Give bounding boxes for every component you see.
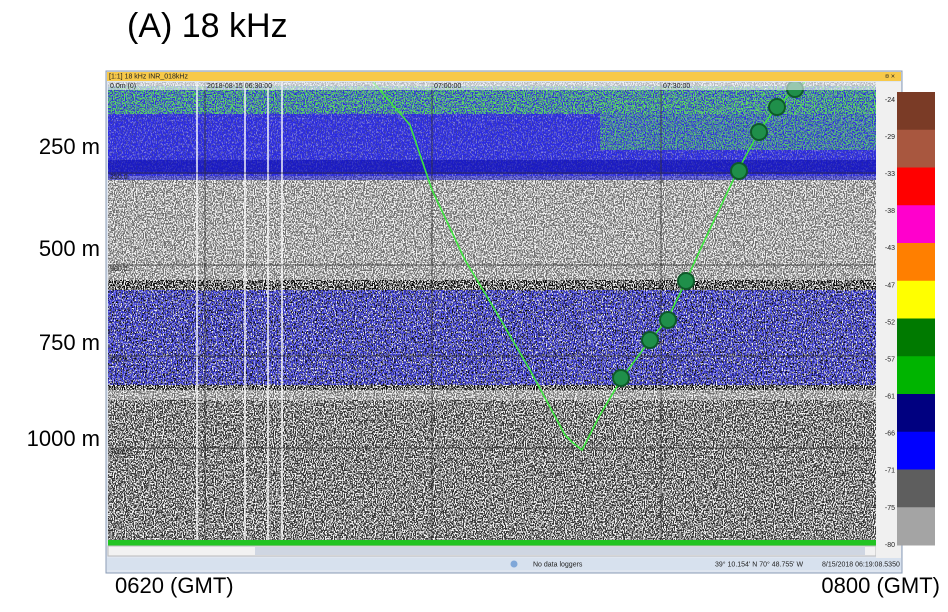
colorbar-swatch xyxy=(897,469,935,508)
figure-title: (A) 18 kHz xyxy=(127,7,288,45)
status-text: 39° 10.154' N 70° 48.755' W xyxy=(715,560,803,568)
colorbar-swatch xyxy=(897,394,935,433)
time-ruler-label: 0.0m (0) xyxy=(110,83,136,90)
depth-grid-label: 250.0 xyxy=(110,174,128,181)
colorbar-label: -57 xyxy=(885,356,895,363)
thin-layer xyxy=(108,160,876,174)
colorbar-swatch xyxy=(897,129,935,168)
colorbar-label: -24 xyxy=(885,97,895,104)
depth-label: 750 m xyxy=(39,330,100,355)
status-icon xyxy=(510,560,518,568)
colorbar-swatch xyxy=(897,280,935,319)
colorbar-swatch xyxy=(897,356,935,395)
grid-lines xyxy=(108,82,876,540)
colorbar-swatch xyxy=(897,205,935,244)
window-titlebar xyxy=(107,72,901,81)
depth-label: 500 m xyxy=(39,236,100,261)
colorbar-label: -29 xyxy=(885,134,895,141)
depth-grid-label: 1000.0 xyxy=(110,449,132,456)
colorbar-swatch xyxy=(897,92,935,131)
colorbar-swatch xyxy=(897,431,935,470)
depth-label: 250 m xyxy=(39,134,100,159)
colorbar-swatch xyxy=(897,243,935,282)
time-ruler-label: 07:30:00 xyxy=(663,83,690,90)
colorbar-label: -47 xyxy=(885,282,895,289)
colorbar-label: -75 xyxy=(885,505,895,512)
time-ruler-label: 07:00:00 xyxy=(434,83,461,90)
colorbar-label: -66 xyxy=(885,431,895,438)
scrollbar-thumb[interactable] xyxy=(255,547,865,555)
depth-grid-label: 500.0 xyxy=(110,266,128,273)
colorbar-label: -38 xyxy=(885,208,895,215)
window-controls[interactable]: ¤ × xyxy=(885,73,895,80)
colorbar-label: -80 xyxy=(885,542,895,549)
ping-dropouts xyxy=(196,82,283,540)
time-label: 0800 (GMT) xyxy=(821,573,940,598)
bottom-line xyxy=(108,540,876,546)
time-ruler-label: 2018-08-15 06:30:00 xyxy=(207,83,272,90)
colorbar-label: -52 xyxy=(885,319,895,326)
echogram xyxy=(108,82,876,540)
colorbar-label: -71 xyxy=(885,468,895,475)
bottom-noise xyxy=(108,400,876,540)
colorbar-label: -33 xyxy=(885,171,895,178)
status-text: No data loggers xyxy=(533,561,583,568)
colorbar-label: -61 xyxy=(885,394,895,401)
depth-grid-label: 750.0 xyxy=(110,357,128,364)
colorbar-label: -43 xyxy=(885,245,895,252)
depth-label: 1000 m xyxy=(27,426,100,451)
status-text: 8/15/2018 06:19:08.5350 xyxy=(822,561,900,568)
colorbar-swatch xyxy=(897,318,935,357)
surface-layer-east xyxy=(600,100,876,150)
window-title: [1:1] 18 kHz INR_018kHz xyxy=(109,73,188,80)
colorbar-swatch xyxy=(897,167,935,206)
status-bar xyxy=(107,558,901,570)
colorbar-panel xyxy=(876,82,901,558)
time-label: 0620 (GMT) xyxy=(115,573,234,598)
time-ruler xyxy=(108,82,876,90)
colorbar-swatch xyxy=(897,507,935,546)
